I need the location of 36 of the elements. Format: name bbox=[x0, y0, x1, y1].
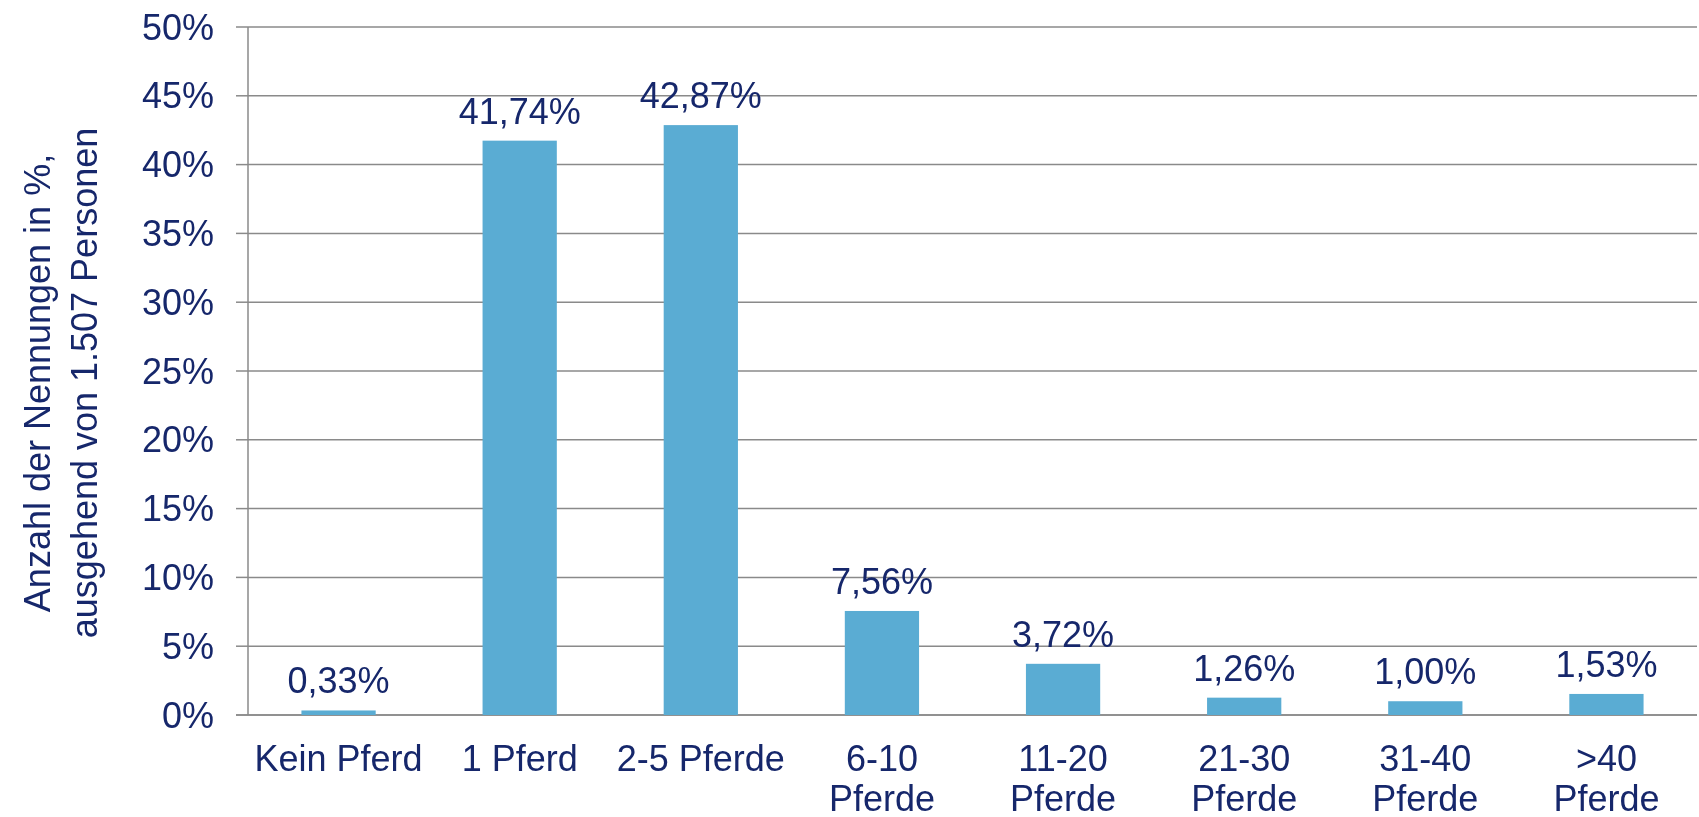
y-tick-label: 20% bbox=[141, 419, 214, 461]
data-label: 3,72% bbox=[1012, 613, 1115, 655]
y-tick-label: 15% bbox=[141, 488, 214, 530]
bar bbox=[1569, 693, 1644, 715]
y-tick-label: 35% bbox=[141, 213, 214, 254]
data-label: 1,00% bbox=[1374, 651, 1477, 693]
data-label: 42,87% bbox=[639, 75, 762, 117]
y-tick-label: 30% bbox=[141, 281, 214, 323]
bar bbox=[844, 610, 920, 715]
data-label: 1,53% bbox=[1555, 643, 1658, 685]
x-tick-label: 11-20 Pferde bbox=[1010, 738, 1117, 817]
bar bbox=[663, 125, 738, 715]
bar bbox=[301, 710, 376, 715]
data-label: 41,74% bbox=[458, 90, 581, 132]
y-tick-label: 45% bbox=[141, 75, 214, 117]
x-tick-label: 21-30 Pferde bbox=[1191, 738, 1298, 817]
x-tick-label: 1 Pferd bbox=[461, 738, 578, 779]
y-tick-label: 50% bbox=[141, 6, 214, 48]
bar bbox=[1388, 701, 1463, 715]
y-tick-label: 40% bbox=[141, 144, 214, 186]
x-tick-label: 6-10 Pferde bbox=[828, 738, 935, 817]
x-tick-label: Kein Pferd bbox=[254, 738, 423, 779]
y-tick-label: 0% bbox=[161, 694, 214, 736]
x-tick-label: >40 Pferde bbox=[1553, 738, 1660, 817]
bar bbox=[1207, 697, 1282, 715]
bar bbox=[482, 140, 557, 715]
data-label: 7,56% bbox=[830, 560, 933, 602]
y-tick-label: 25% bbox=[141, 350, 214, 392]
data-label: 0,33% bbox=[287, 660, 390, 702]
bar bbox=[1025, 663, 1101, 715]
y-axis-title: Anzahl der Nennungen in %, ausgehend von 1.507 Personen bbox=[17, 127, 105, 639]
x-tick-label: 2-5 Pferde bbox=[616, 738, 785, 779]
y-tick-label: 10% bbox=[141, 557, 214, 598]
x-tick-label: 31-40 Pferde bbox=[1372, 738, 1479, 817]
data-label: 1,26% bbox=[1193, 647, 1296, 689]
y-tick-label: 5% bbox=[161, 625, 214, 667]
